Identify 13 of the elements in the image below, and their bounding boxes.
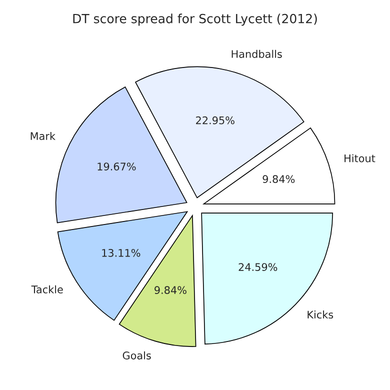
slice-label: Tackle — [31, 285, 63, 294]
slice-label: Mark — [30, 132, 56, 140]
data-label: 9.84% — [154, 286, 186, 294]
slice-label: Kicks — [308, 310, 334, 319]
chart-title: DT score spread for Scott Lycett (2012) — [73, 14, 317, 26]
slice-label: Handballs — [232, 50, 282, 58]
data-label: 22.95% — [196, 116, 234, 124]
data-label: 19.67% — [98, 162, 136, 170]
data-label: 9.84% — [262, 175, 295, 184]
slice-label: Hitout — [344, 154, 376, 162]
slice-label: Goals — [122, 351, 151, 360]
data-label: 24.59% — [238, 263, 278, 271]
data-label: 13.11% — [102, 248, 140, 257]
